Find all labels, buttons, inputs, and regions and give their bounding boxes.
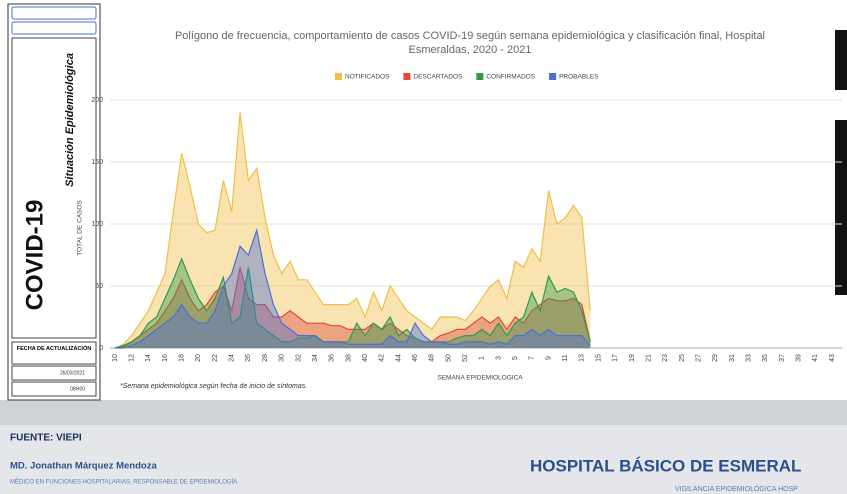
legend-label: NOTIFICADOS xyxy=(345,74,390,81)
legend-swatch xyxy=(403,73,411,80)
x-tick-label: 18 xyxy=(179,354,186,362)
x-tick-label: 19 xyxy=(629,354,636,362)
x-tick-label: 52 xyxy=(462,354,469,362)
hospital-name: HOSPITAL BÁSICO DE ESMERAL xyxy=(530,456,801,475)
x-tick-label: 28 xyxy=(262,354,269,362)
sidebar-title-box xyxy=(11,37,97,339)
area-fill xyxy=(115,230,591,348)
area-line xyxy=(114,257,591,349)
x-tick-label: 34 xyxy=(312,354,319,362)
x-tick-label: 3 xyxy=(495,356,502,360)
area-fill xyxy=(115,112,591,349)
x-tick-label: 46 xyxy=(412,354,419,362)
x-tick-label: 16 xyxy=(162,354,169,362)
x-tick-label: 35 xyxy=(762,354,769,362)
sidebar-title: COVID-19 xyxy=(21,200,48,311)
y-tick-label: 100 xyxy=(91,221,103,228)
sidebar-box xyxy=(11,21,97,35)
side-patch xyxy=(835,120,847,295)
x-tick-label: 42 xyxy=(379,354,386,362)
x-tick-label: 20 xyxy=(195,354,202,362)
chart-title: Polígono de frecuencia, comportamiento d… xyxy=(175,30,765,42)
y-tick-label: 200 xyxy=(91,97,103,104)
sidebar-box xyxy=(11,6,97,20)
area-fill xyxy=(115,267,591,348)
x-tick-label: 9 xyxy=(545,356,552,360)
table-cell xyxy=(11,381,97,397)
legend-swatch xyxy=(476,73,484,80)
x-tick-label: 1 xyxy=(479,356,486,360)
footer-panel xyxy=(0,425,847,494)
x-tick-label: 32 xyxy=(295,354,302,362)
legend-label: CONFIRMADOS xyxy=(486,74,535,81)
update-label: FECHA DE ACTUALIZACIÓN xyxy=(16,346,92,352)
legend-label: DESCARTADOS xyxy=(413,74,463,81)
x-tick-label: 22 xyxy=(212,354,219,362)
y-tick-label: 0 xyxy=(99,345,103,352)
x-tick-label: 17 xyxy=(612,354,619,362)
x-tick-label: 27 xyxy=(695,354,702,362)
x-tick-label: 14 xyxy=(145,354,152,362)
x-tick-label: 44 xyxy=(395,354,402,362)
x-tick-label: 29 xyxy=(712,354,719,362)
table-cell xyxy=(11,341,97,365)
footnote: *Semana epidemiológica según fecha de in… xyxy=(120,383,307,390)
y-tick-label: 150 xyxy=(91,159,103,166)
side-patch xyxy=(835,30,847,90)
x-tick-label: 25 xyxy=(679,354,686,362)
x-tick-label: 30 xyxy=(279,354,286,362)
legend-label: PROBABLES xyxy=(559,74,599,81)
x-tick-label: 23 xyxy=(662,354,669,362)
x-tick-label: 48 xyxy=(429,354,436,362)
area-line xyxy=(114,267,591,349)
update-label-box: FECHA DE ACTUALIZACIÓN xyxy=(16,346,92,352)
area-line xyxy=(115,227,591,349)
x-tick-label: 11 xyxy=(562,354,569,361)
update-date: 26/03/2021 xyxy=(60,370,85,376)
x-tick-label: 15 xyxy=(595,354,602,362)
x-tick-label: 43 xyxy=(829,354,836,362)
tagline: VIGILANCIA EPIDEMIOLÓGICA HOSP xyxy=(675,484,798,493)
chart-title: Esmeraldas, 2020 - 2021 xyxy=(409,44,532,56)
x-tick-label: 7 xyxy=(529,356,536,360)
x-tick-label: 5 xyxy=(512,356,519,360)
area-fill xyxy=(115,258,591,348)
legend-swatch xyxy=(335,73,342,80)
x-tick-label: 41 xyxy=(812,354,819,362)
sidebar-frame xyxy=(7,3,101,401)
x-tick-label: 50 xyxy=(445,354,452,362)
x-tick-label: 31 xyxy=(729,354,736,362)
x-axis-label: SEMANA EPIDEMIOLOGICA xyxy=(437,375,523,382)
x-tick-label: 33 xyxy=(745,354,752,362)
sidebar: COVID-19 Situación Epidemiológica FECHA … xyxy=(7,3,101,401)
author: MD. Jonathan Márquez Mendoza xyxy=(10,461,157,472)
x-tick-label: 36 xyxy=(329,354,336,362)
x-tick-label: 26 xyxy=(245,354,252,362)
legend-swatch xyxy=(549,73,557,80)
update-time: 08H00 xyxy=(70,386,85,392)
x-tick-label: 10 xyxy=(112,354,119,362)
y-tick-label: 50 xyxy=(95,283,103,290)
x-tick-label: 37 xyxy=(779,354,786,362)
x-tick-label: 39 xyxy=(795,354,802,362)
area-line xyxy=(114,112,591,349)
x-tick-label: 38 xyxy=(345,354,352,362)
source: FUENTE: VIEPI xyxy=(10,433,82,444)
table-cell xyxy=(11,365,97,381)
author-role: MÉDICO EN FUNCIONES HOSPITALARIAS, RESPO… xyxy=(10,479,237,486)
x-tick-label: 12 xyxy=(129,354,136,362)
x-tick-label: 21 xyxy=(645,354,652,362)
x-tick-label: 24 xyxy=(229,354,236,362)
sidebar-subtitle: Situación Epidemiológica xyxy=(64,53,76,187)
x-tick-label: 40 xyxy=(362,354,369,362)
y-axis-label: TOTAL DE CASOS xyxy=(77,200,84,256)
x-tick-label: 13 xyxy=(579,354,586,362)
